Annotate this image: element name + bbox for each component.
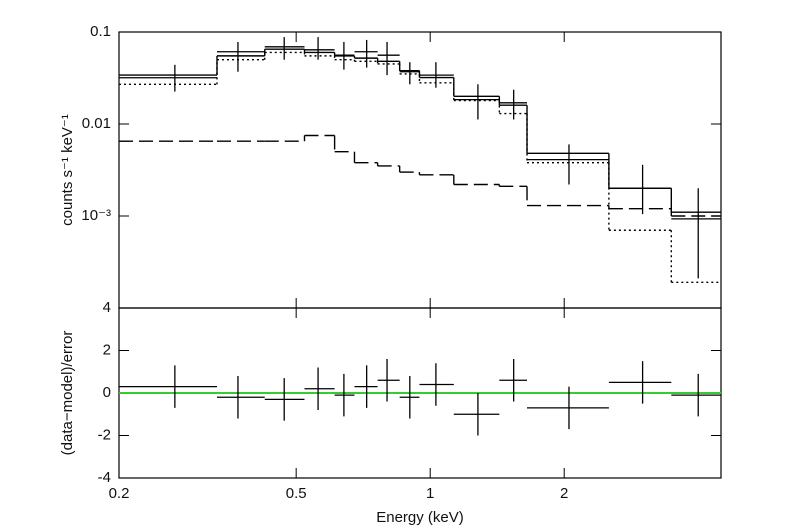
y-tick-label: 0 [103, 384, 111, 401]
x-tick-label: 1 [426, 485, 434, 502]
y-tick-label: 10⁻³ [81, 207, 111, 224]
y-tick-label: -2 [98, 426, 111, 443]
x-axis-label: Energy (keV) [376, 509, 464, 526]
y-tick-label: 0.01 [82, 115, 111, 132]
y-tick-label: 2 [103, 341, 111, 358]
x-tick-label: 0.5 [286, 485, 307, 502]
y-tick-label: -4 [98, 469, 111, 486]
y-tick-label: 4 [103, 299, 111, 316]
x-tick-label: 2 [560, 485, 568, 502]
x-tick-label: 0.2 [109, 485, 130, 502]
y-axis-label: (data−model)/error [59, 331, 76, 456]
y-tick-label: 0.1 [90, 23, 111, 40]
y-axis-label: counts s⁻¹ keV⁻¹ [59, 114, 76, 226]
